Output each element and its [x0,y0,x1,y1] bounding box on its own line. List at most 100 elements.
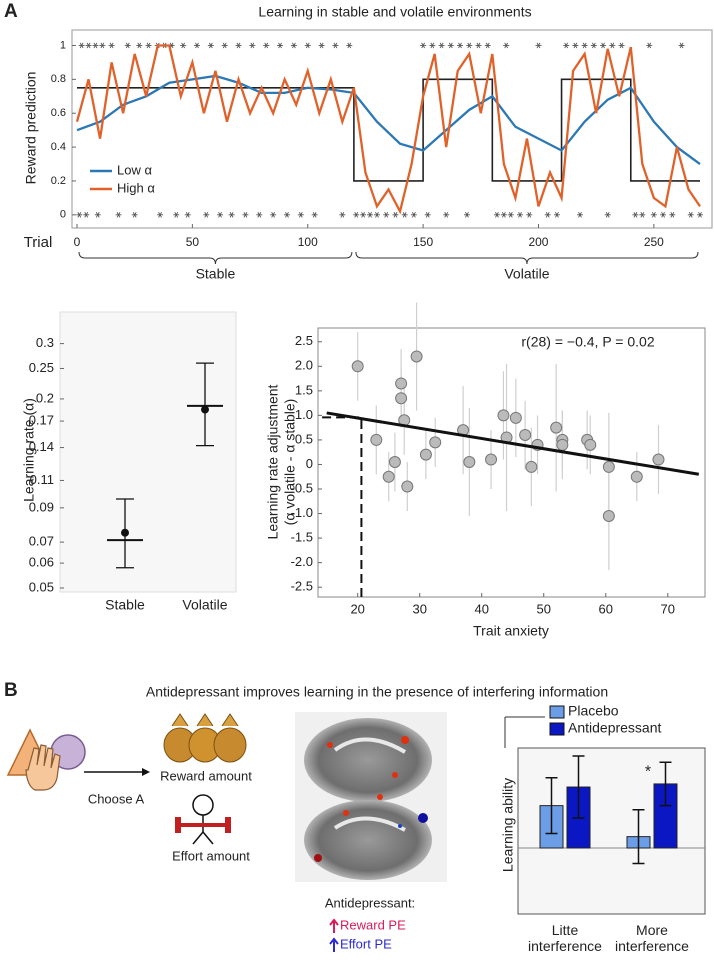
outcome-marker [447,42,454,49]
legend-label: High α [117,180,155,195]
x-tick-label: Stable [105,597,145,613]
point [519,429,532,442]
region-brace [355,251,699,265]
diagram-label: Effort amount [172,848,250,863]
outcome-marker [544,212,551,218]
outcome-marker [678,42,685,49]
x-tick-label: 40 [474,601,488,616]
arrow-up [329,918,339,933]
outcome-marker [639,212,646,218]
x-tick-label: 100 [298,235,318,249]
outcome-marker [108,42,115,49]
point [201,405,209,414]
outcome-marker [475,42,482,49]
region-label: Stable [196,266,236,282]
outcome-marker [401,212,408,218]
annotation: * [645,763,651,780]
legend-box [84,160,166,200]
outcome-marker [228,212,235,218]
y-axis-label: Reward prediction [23,72,39,185]
plot-frame [59,311,237,593]
y-tick-label: 0.06 [29,555,54,570]
y-tick-label: 0 [306,456,313,471]
error-bar [659,761,672,807]
point [370,433,383,446]
x-tick-label: 200 [528,235,548,249]
outcome-marker [392,212,399,218]
outcome-marker [332,42,339,49]
y-tick-label: 0.11 [30,472,54,487]
outcome-marker [360,212,367,218]
x-tick-label: 50 [186,235,200,249]
true-probability [77,78,700,182]
point [121,528,129,537]
outcome-marker [484,42,491,49]
y-tick-label: 0.3 [36,335,54,350]
arrow-up [329,937,339,952]
error-bar [572,755,585,819]
outcome-marker [297,212,304,218]
y-tick-label: 0.05 [29,579,54,594]
effort-icon [175,794,231,845]
outcome-marker [92,42,99,49]
outcome-marker [235,42,242,49]
panel-label: B [4,680,18,701]
y-tick-label: 2.0 [295,358,313,373]
x-tick-label: 250 [644,235,664,249]
outcome-marker [660,212,667,218]
legend-swatch [549,722,565,736]
point [525,460,538,473]
fit-line [326,411,700,476]
outcome-marker [256,212,263,218]
outcome-marker [650,212,657,218]
point [410,350,423,363]
outcome-marker [131,212,138,218]
legend-swatch [549,705,565,719]
outcome-marker [115,212,122,218]
outcome-marker [249,42,256,49]
y-axis-label: Learning rate adjustment [265,384,281,539]
outcome-marker [420,42,427,49]
point [509,411,522,424]
point [497,409,510,422]
outcome-marker [517,212,524,218]
point [429,436,442,449]
outcome-marker [697,212,703,218]
y-tick-label: 0.4 [51,141,66,153]
outcome-marker [618,42,625,49]
x-tick-label: 50 [537,601,551,616]
outcome-marker [193,42,200,49]
outcome-marker [173,212,180,218]
x-tick-label: Litte interference [528,922,602,954]
chart-title: Learning in stable and volatile environm… [258,4,531,20]
outcome-marker [503,42,510,49]
series-line [75,44,701,215]
point [463,456,476,469]
outcome-marker [207,42,214,49]
outcome-marker [507,212,514,218]
x-tick-label: 60 [599,601,613,616]
outcome-marker [180,42,187,49]
outcome-marker [217,212,224,218]
point [419,448,432,461]
outcome-marker [577,212,584,218]
y-tick-label: -1.0 [291,505,313,520]
outcome-marker [373,212,380,218]
y-tick-label: 1 [60,39,66,51]
outcome-marker [78,42,85,49]
x-tick-label: 30 [412,601,426,616]
y-tick-label: 0.09 [29,499,54,514]
legend-label: Placebo [568,703,619,719]
outcome-marker [157,212,164,218]
outcome-marker [429,42,436,49]
x-axis-label: Trial [24,234,53,251]
outcome-marker [443,212,450,218]
outcome-marker [318,42,325,49]
point [382,470,395,483]
point [550,421,563,434]
x-tick-label: 20 [350,601,364,616]
outcome-marker [263,42,270,49]
arrow-head [142,768,150,776]
outcome-marker [304,42,311,49]
outcome-marker [85,42,92,49]
